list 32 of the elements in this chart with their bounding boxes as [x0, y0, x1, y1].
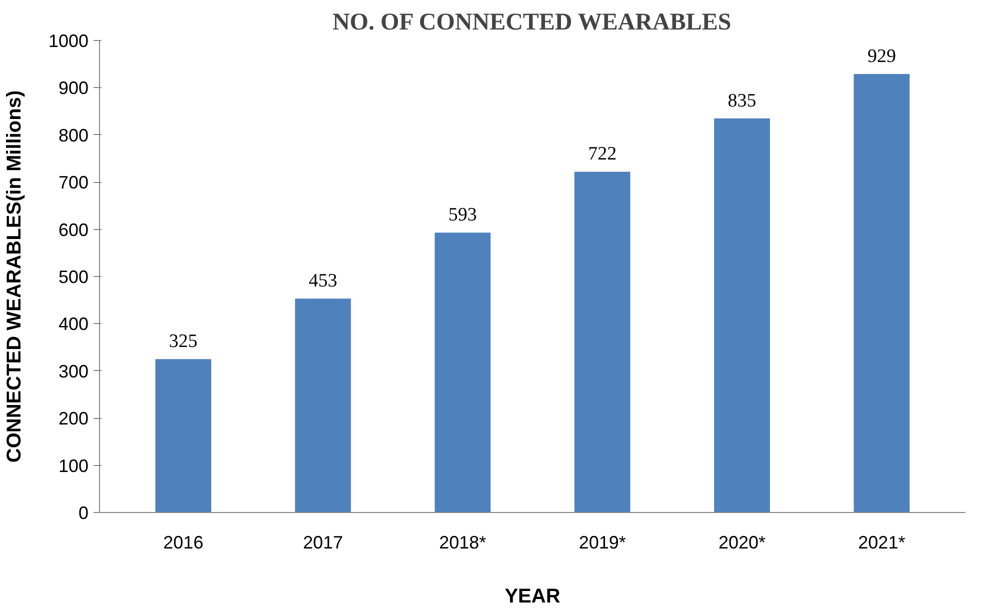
y-axis-title: CONNECTED WEARABLES(in Millions) — [3, 90, 26, 463]
data-label: 453 — [308, 270, 338, 292]
y-tick-label: 1000 — [48, 31, 89, 51]
y-tick-label: 700 — [58, 172, 89, 193]
x-tick-label: 2016 — [163, 532, 204, 552]
bar — [854, 74, 910, 512]
bar — [155, 359, 212, 512]
x-tick-label: 2020* — [718, 532, 766, 552]
chart-title: NO. OF CONNECTED WEARABLES — [332, 10, 732, 36]
y-tick-label: 600 — [58, 220, 89, 240]
bar — [574, 172, 630, 512]
bar — [714, 118, 770, 512]
data-label: 835 — [728, 90, 756, 112]
y-tick-label: 0 — [78, 503, 89, 523]
y-tick-label: 200 — [58, 408, 89, 429]
y-tick-label: 900 — [58, 78, 89, 98]
y-tick-label: 500 — [58, 267, 89, 287]
y-tick-label: 400 — [58, 314, 89, 334]
data-label: 929 — [867, 46, 896, 68]
x-tick-label: 2017 — [302, 532, 344, 552]
data-label: 325 — [169, 331, 198, 352]
data-label: 593 — [448, 204, 477, 226]
x-tick-label: 2019* — [578, 532, 626, 552]
x-tick-label: 2018* — [439, 532, 486, 552]
y-tick-label: 300 — [58, 361, 89, 382]
x-axis-title: YEAR — [504, 586, 561, 608]
data-label: 722 — [588, 144, 617, 165]
y-tick-label: 800 — [58, 125, 89, 146]
bar — [434, 232, 491, 512]
y-tick-label: 100 — [58, 456, 89, 476]
x-tick-label: 2021* — [858, 532, 906, 552]
bar — [295, 298, 351, 512]
